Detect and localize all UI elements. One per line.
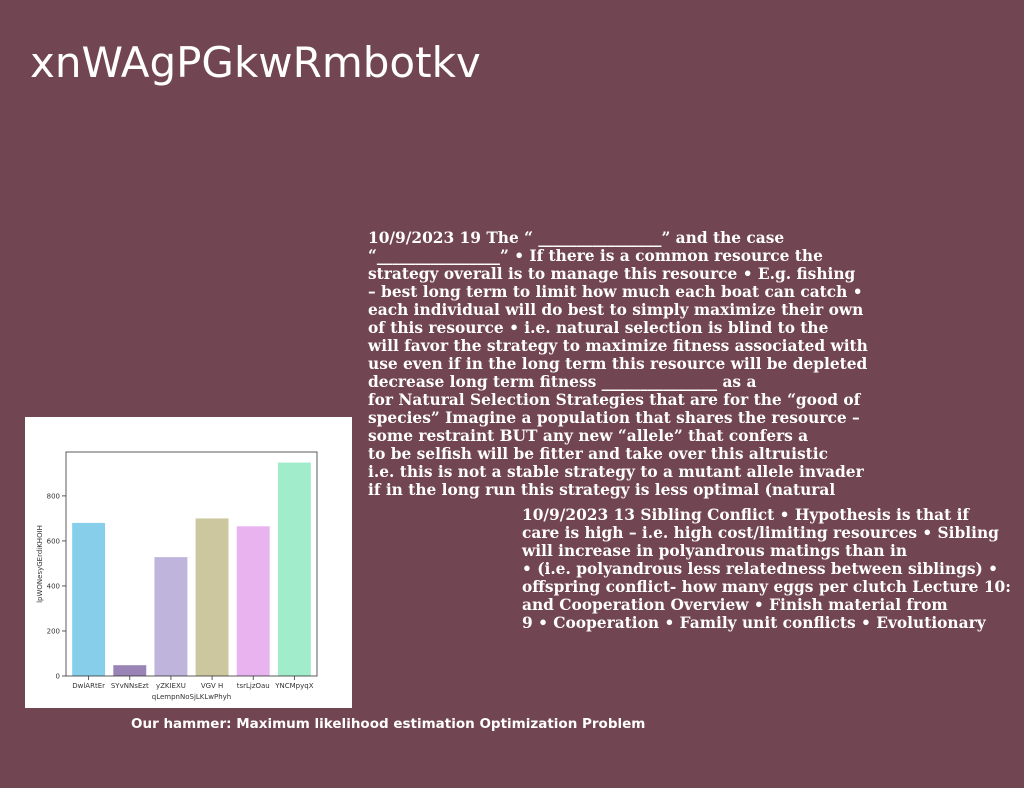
text-block-1: 10/9/2023 19 The “ ________________” and…	[368, 229, 868, 499]
y-tick-label: 400	[47, 582, 60, 590]
text-block-2-line: and Cooperation Overview • Finish materi…	[522, 596, 1011, 614]
text-block-1-line: if in the long run this strategy is less…	[368, 481, 868, 499]
text-block-2-line: will increase in polyandrous matings tha…	[522, 542, 1011, 560]
text-block-1-line: of this resource • i.e. natural selectio…	[368, 319, 868, 337]
text-block-2-line: care is high – i.e. high cost/limiting r…	[522, 524, 1011, 542]
slide-title: xnWAgPGkwRmbotkv	[30, 38, 481, 87]
text-block-1-line: will favor the strategy to maximize fitn…	[368, 337, 868, 355]
y-axis-label: lpWONesyGErdiKHOIH	[36, 525, 44, 603]
bar-0	[72, 523, 105, 676]
text-block-1-line: each individual will do best to simply m…	[368, 301, 868, 319]
bar-4	[237, 526, 270, 676]
y-tick-label: 800	[47, 492, 60, 500]
y-tick-label: 200	[47, 627, 60, 635]
x-axis-label: qLempnNoSjLKLwPhyh	[152, 693, 232, 701]
y-tick-label: 0	[56, 673, 60, 681]
text-block-2-line: 10/9/2023 13 Sibling Conflict • Hypothes…	[522, 506, 1011, 524]
text-block-2-line: • (i.e. polyandrous less relatedness bet…	[522, 560, 1011, 578]
x-tick-label: DwlARtEr	[72, 682, 105, 690]
x-tick-label: yZKIEXU	[156, 682, 186, 690]
x-tick-label: VGV H	[201, 682, 224, 690]
y-tick-label: 600	[47, 537, 60, 545]
text-block-1-line: for Natural Selection Strategies that ar…	[368, 391, 868, 409]
x-tick-label: SYvNNsEzt	[111, 682, 149, 690]
text-block-1-line: “________________” • If there is a commo…	[368, 247, 868, 265]
text-block-1-line: some restraint BUT any new “allele” that…	[368, 427, 868, 445]
text-block-1-line: i.e. this is not a stable strategy to a …	[368, 463, 868, 481]
x-tick-label: YNCMpyqX	[274, 682, 313, 690]
text-block-1-line: species” Imagine a population that share…	[368, 409, 868, 427]
bar-5	[278, 463, 311, 676]
x-tick-label: tsrLjzOau	[237, 682, 270, 690]
bar-1	[113, 665, 146, 676]
bar-3	[196, 518, 229, 676]
text-block-1-line: 10/9/2023 19 The “ ________________” and…	[368, 229, 868, 247]
text-block-1-line: decrease long term fitness _____________…	[368, 373, 868, 391]
text-block-1-line: use even if in the long term this resour…	[368, 355, 868, 373]
bar-chart: DwlARtEr SYvNNsEzt yZKIEXU VGV H tsrLjzOau YN…	[25, 417, 352, 708]
text-block-1-line: – best long term to limit how much each …	[368, 283, 868, 301]
text-block-2-line: 9 • Cooperation • Family unit conflicts …	[522, 614, 1011, 632]
text-block-2: 10/9/2023 13 Sibling Conflict • Hypothes…	[522, 506, 1011, 632]
bar-2	[154, 557, 187, 676]
bar-chart-panel: DwlARtEr SYvNNsEzt yZKIEXU VGV H tsrLjzOau YN…	[25, 417, 352, 708]
text-block-1-line: strategy overall is to manage this resou…	[368, 265, 868, 283]
text-block-1-line: to be selfish will be fitter and take ov…	[368, 445, 868, 463]
text-block-2-line: offspring conflict- how many eggs per cl…	[522, 578, 1011, 596]
slide-caption: Our hammer: Maximum likelihood estimatio…	[131, 716, 645, 732]
